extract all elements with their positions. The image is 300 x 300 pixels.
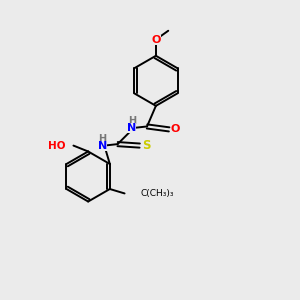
Text: N: N	[127, 123, 136, 133]
Text: C(CH₃)₃: C(CH₃)₃	[141, 189, 174, 198]
Text: O: O	[171, 124, 180, 134]
Text: N: N	[98, 141, 107, 151]
Text: H: H	[98, 134, 106, 144]
Text: HO: HO	[48, 141, 65, 151]
Text: S: S	[142, 139, 150, 152]
Text: O: O	[151, 34, 160, 45]
Text: H: H	[128, 116, 136, 126]
